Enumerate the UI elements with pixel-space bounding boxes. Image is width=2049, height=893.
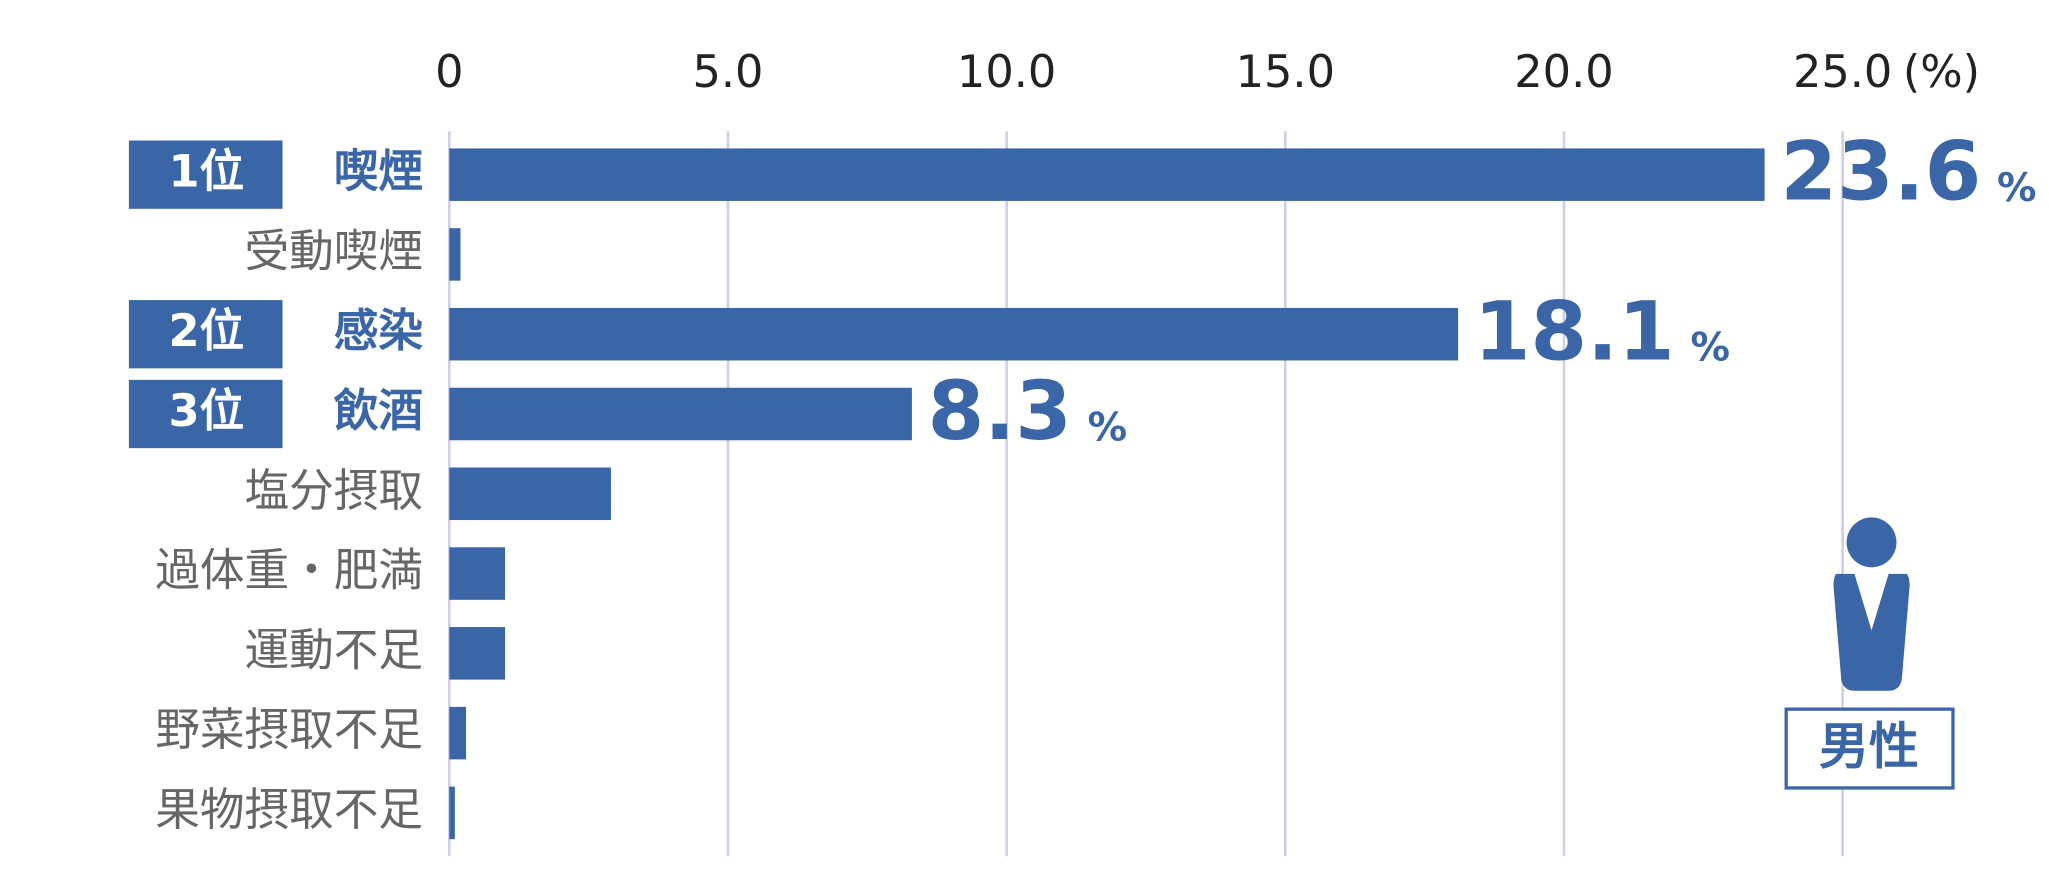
group-label: 男性 [1819,717,1919,775]
x-tick-label: 15.0 [1236,46,1335,98]
rank-badge [128,300,283,369]
value-label: 23.6 [1780,125,1981,220]
rank-label: 3位 [169,385,245,437]
value-unit: % [1690,324,1729,370]
bar [449,547,506,600]
bar [449,627,506,680]
x-tick-label: 5.0 [692,46,763,98]
male-icon: 男性 [1784,517,1955,790]
value-label: 18.1 [1474,284,1675,379]
bar [449,148,1765,201]
x-tick-label: 0 [435,46,463,98]
bar [449,706,467,760]
value-label: 8.3 [928,364,1072,459]
axis-unit: (%) [1903,46,1980,98]
category-label: 受動喫煙 [244,225,423,277]
category-label: 飲酒 [334,385,423,437]
rank-label: 2位 [169,305,245,357]
category-label: 野菜摂取不足 [155,704,423,756]
x-tick-label: 20.0 [1514,46,1613,98]
rank-badge [128,379,283,449]
group-box [1784,707,1955,790]
bar [449,387,912,441]
category-label: 過体重・肥満 [155,545,423,597]
rank-label: 1位 [169,146,245,198]
category-label: 喫煙 [334,146,423,198]
category-label: 果物摂取不足 [155,784,423,836]
x-tick-label: 10.0 [957,46,1056,98]
icon-head [1846,517,1897,568]
x-tick-label: 25.0 [1793,46,1892,98]
category-label: 運動不足 [244,624,423,676]
bar [449,786,455,840]
value-unit: % [1088,404,1127,450]
grid: 0 5.0 10.0 15.0 20.0 25.0 (%) [435,46,1980,857]
bar [449,467,611,521]
icon-body [1833,573,1910,691]
value-unit: % [1997,165,2036,211]
bar [449,307,1459,361]
bar [449,228,461,281]
category-label: 感染 [334,305,424,357]
category-label: 塩分摂取 [244,465,423,517]
rank-badge [128,140,283,209]
